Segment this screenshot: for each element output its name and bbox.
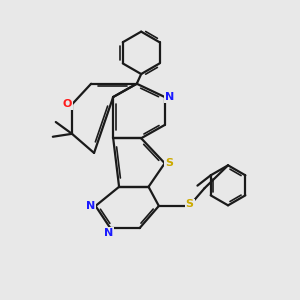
Text: O: O: [63, 99, 72, 110]
Text: S: S: [165, 158, 173, 168]
Text: S: S: [186, 200, 194, 209]
Text: N: N: [85, 201, 95, 211]
Text: N: N: [104, 228, 113, 238]
Text: N: N: [164, 92, 174, 102]
